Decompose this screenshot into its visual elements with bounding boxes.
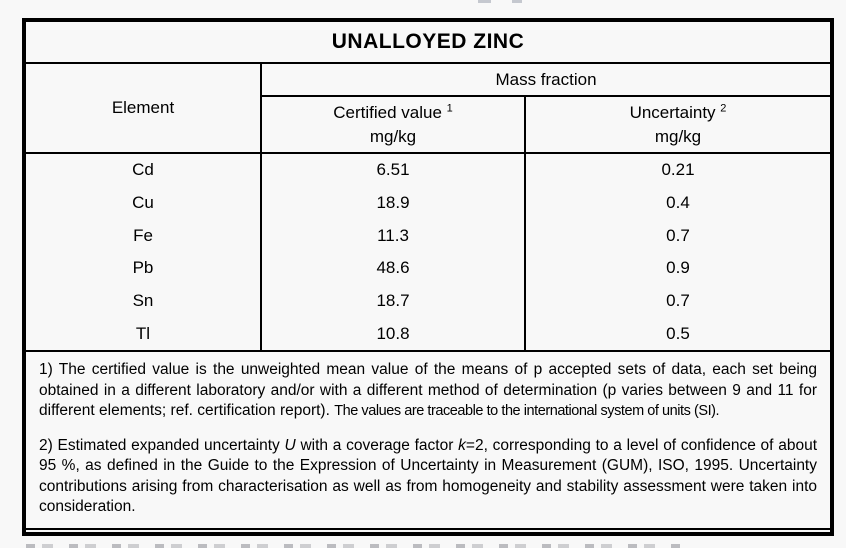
- element-symbol: Tl: [26, 317, 262, 351]
- footnote-1-reference: 1: [446, 101, 453, 114]
- table-title: UNALLOYED ZINC: [26, 22, 830, 64]
- uncertainty-value: 0.7: [666, 225, 690, 245]
- certified-values-table: UNALLOYED ZINC Element Mass fraction Cer…: [22, 18, 834, 536]
- uncertainty-value: 0.7: [666, 291, 690, 311]
- uncertainty-value: 0.5: [666, 323, 690, 343]
- certified-value: 18.7: [262, 284, 526, 318]
- table-row: Cd 6.51 0.21: [26, 154, 830, 187]
- uncertainty-unit: mg/kg: [654, 126, 702, 146]
- certified-value: 48.6: [262, 252, 526, 285]
- footnote-1: 1) The certified value is the unweighted…: [39, 361, 817, 419]
- element-symbol: Sn: [26, 284, 262, 318]
- clipped-caption-artifact: [478, 0, 491, 3]
- certified-value: 10.8: [262, 317, 526, 351]
- footnote-2-reference: 2: [720, 101, 727, 114]
- footnote-2: 2) Estimated expanded uncertainty U with…: [39, 436, 818, 516]
- column-header-element: Element: [26, 64, 262, 152]
- clipped-text-artifact: [26, 544, 686, 548]
- coverage-factor-symbol: k: [458, 436, 466, 454]
- column-header-certified-value: Certified value 1 mg/kg: [262, 97, 526, 152]
- element-symbol: Pb: [26, 252, 262, 285]
- uncertainty-label: Uncertainty 2: [629, 101, 727, 122]
- table-row: Sn 18.7 0.7: [26, 284, 830, 318]
- certified-value: 11.3: [262, 219, 526, 253]
- table-header: Element Mass fraction Certified value 1 …: [26, 64, 830, 154]
- uncertainty-value: 0.21: [661, 160, 695, 180]
- mass-fraction-header-group: Mass fraction Certified value 1 mg/kg Un…: [262, 64, 830, 152]
- element-symbol: Fe: [26, 219, 262, 253]
- table-body: Cd 6.51 0.21 Cu 18.9 0.4 Fe 11.3 0.7 Pb …: [26, 154, 830, 352]
- certified-value-label: Certified value 1: [333, 101, 453, 122]
- footnote-1-traceability: The values are traceable to the internat…: [334, 403, 720, 419]
- table-row: Pb 48.6 0.9: [26, 252, 830, 285]
- certified-value: 18.9: [262, 186, 526, 220]
- clipped-caption-artifact: [512, 0, 522, 3]
- certified-value: 6.51: [262, 154, 526, 187]
- element-symbol: Cu: [26, 186, 262, 220]
- element-symbol: Cd: [26, 154, 262, 187]
- uncertainty-value: 0.9: [666, 258, 690, 278]
- footnotes-section: 1) The certified value is the unweighted…: [26, 352, 830, 530]
- table-row: Fe 11.3 0.7: [26, 219, 830, 253]
- column-group-header-mass-fraction: Mass fraction: [262, 64, 830, 97]
- subheader-row: Certified value 1 mg/kg Uncertainty 2 mg…: [262, 97, 830, 152]
- table-row: Tl 10.8 0.5: [26, 317, 830, 351]
- table-row: Cu 18.9 0.4: [26, 186, 830, 220]
- uncertainty-value: 0.4: [666, 193, 690, 212]
- column-header-uncertainty: Uncertainty 2 mg/kg: [526, 97, 830, 152]
- certified-value-unit: mg/kg: [369, 126, 417, 146]
- uncertainty-symbol: U: [284, 436, 296, 454]
